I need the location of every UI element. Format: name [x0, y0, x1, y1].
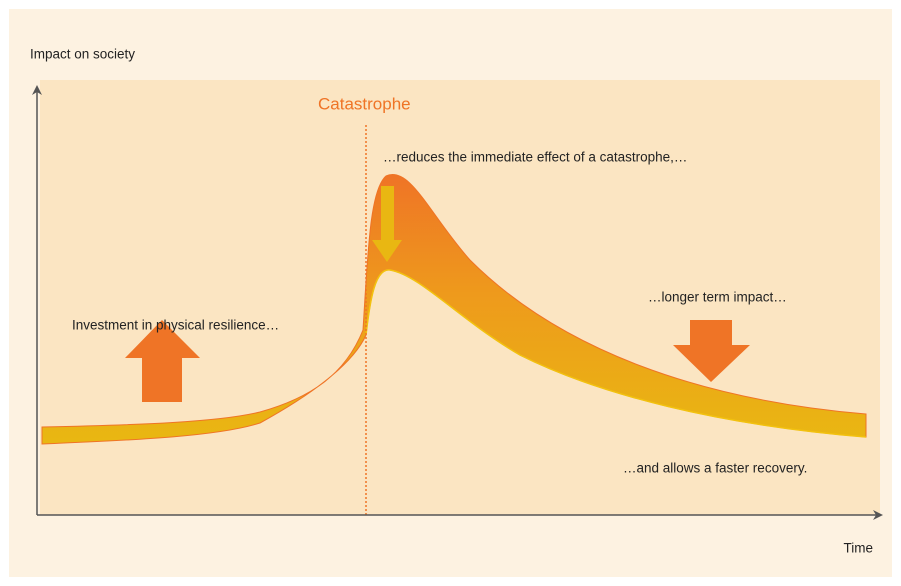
- annotation: Investment in physical resilience…: [72, 318, 279, 333]
- band-lower-edge: [365, 269, 867, 438]
- impact-band: [41, 173, 867, 445]
- x-axis-label: Time: [844, 541, 874, 556]
- y-axis-label: Impact on society: [30, 47, 135, 62]
- annotation: …and allows a faster recovery.: [623, 461, 807, 476]
- reduction-arrow: [372, 186, 402, 262]
- annotation: …longer term impact…: [648, 290, 787, 305]
- annotation: …reduces the immediate effect of a catas…: [383, 150, 687, 165]
- event-label: Catastrophe: [318, 94, 411, 113]
- up-arrow: [125, 320, 200, 402]
- down-arrow: [673, 320, 750, 382]
